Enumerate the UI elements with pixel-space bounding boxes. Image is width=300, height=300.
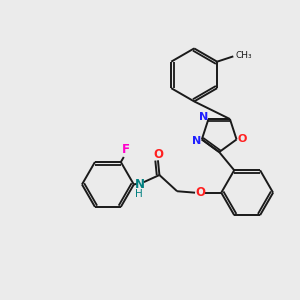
- Text: O: O: [237, 134, 247, 144]
- Text: O: O: [153, 148, 163, 161]
- Text: F: F: [122, 143, 130, 156]
- Text: N: N: [135, 178, 145, 191]
- Text: N: N: [192, 136, 201, 146]
- Text: H: H: [135, 189, 143, 199]
- Text: N: N: [199, 112, 208, 122]
- Text: CH₃: CH₃: [236, 51, 252, 60]
- Text: O: O: [195, 186, 205, 199]
